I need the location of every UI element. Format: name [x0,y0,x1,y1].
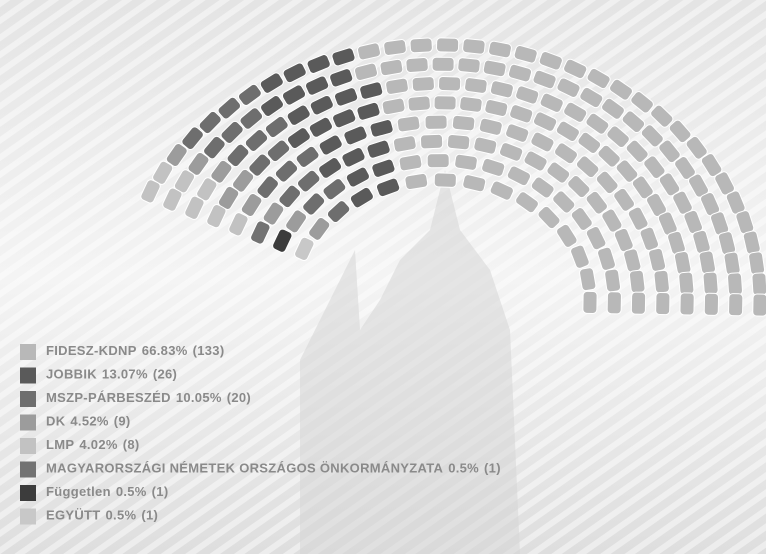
legend-label: DK 4.52% (9) [46,414,131,429]
legend-label: JOBBIK 13.07% (26) [46,367,177,382]
legend-seats: (1) [141,508,158,523]
seat [462,38,485,54]
seat [631,292,645,314]
seat [427,154,449,168]
seat [410,38,433,53]
legend-label: MSZP-PÁRBESZÉD 10.05% (20) [46,390,251,405]
legend-swatch [20,391,36,407]
seat [607,292,621,314]
seat [432,57,454,71]
legend-name: FIDESZ-KDNP [46,343,137,358]
seat [438,76,460,91]
seat [379,59,403,76]
legend-swatch [20,485,36,501]
seat [398,154,422,172]
seat [459,96,483,113]
seat [748,251,765,275]
seat [425,115,447,129]
legend-swatch [20,438,36,454]
seat [412,76,435,91]
seat [436,38,458,53]
legend-seats: (20) [227,390,251,405]
seat [406,57,429,73]
seat [454,154,478,171]
legend-seats: (8) [123,437,140,452]
seat [385,78,409,95]
legend-name: JOBBIK [46,367,97,382]
legend-seats: (133) [193,343,225,358]
seat [604,269,621,293]
legend-share: 0.5% [448,461,479,476]
seat [723,252,740,276]
legend-name: EGYÜTT [46,508,101,523]
legend-name: DK [46,414,66,429]
seat [728,294,742,316]
seat [680,293,694,315]
seat [678,272,694,295]
seat [404,173,428,190]
legend-share: 10.05% [176,390,222,405]
legend-label: FIDESZ-KDNP 66.83% (133) [46,343,224,358]
legend-name: LMP [46,437,74,452]
seat [464,77,488,94]
legend-swatch [20,368,36,384]
legend-share: 0.5% [106,508,137,523]
seat [654,270,670,293]
seat [704,293,718,315]
seat [420,134,443,149]
legend-label: LMP 4.02% (8) [46,437,140,452]
legend-swatch [20,462,36,478]
chart: FIDESZ-KDNP 66.83% (133) JOBBIK 13.07% (26) MS… [0,0,766,554]
legend-label: MAGYARORSZÁGI NÉMETEK ORSZÁGOS ÖNKORMÁNY… [46,461,501,476]
legend-seats: (26) [153,367,177,382]
legend-seats: (9) [114,414,131,429]
seat [656,292,670,314]
legend-swatch [20,509,36,525]
legend-name: MSZP-PÁRBESZÉD [46,390,171,405]
seat [383,39,407,56]
legend-seats: (1) [152,484,169,499]
seat [727,273,742,296]
legend-share: 13.07% [102,367,148,382]
seat [452,115,475,131]
seat [583,291,597,313]
legend-seats: (1) [484,461,501,476]
seat [434,173,456,188]
seat [752,273,766,296]
legend-share: 66.83% [142,343,188,358]
seat [434,96,456,110]
legend-swatch [20,415,36,431]
seat [447,134,470,150]
legend-share: 4.52% [70,414,109,429]
legend-share: 0.5% [116,484,147,499]
legend-share: 4.02% [79,437,118,452]
seat [703,272,719,295]
seat [397,115,421,132]
legend-swatch [20,344,36,360]
seat [629,270,645,293]
legend-name: Független [46,484,111,499]
seat [457,57,480,73]
seat [408,96,431,112]
legend-name: MAGYARORSZÁGI NÉMETEK ORSZÁGOS ÖNKORMÁNY… [46,461,444,476]
seat [753,294,766,316]
